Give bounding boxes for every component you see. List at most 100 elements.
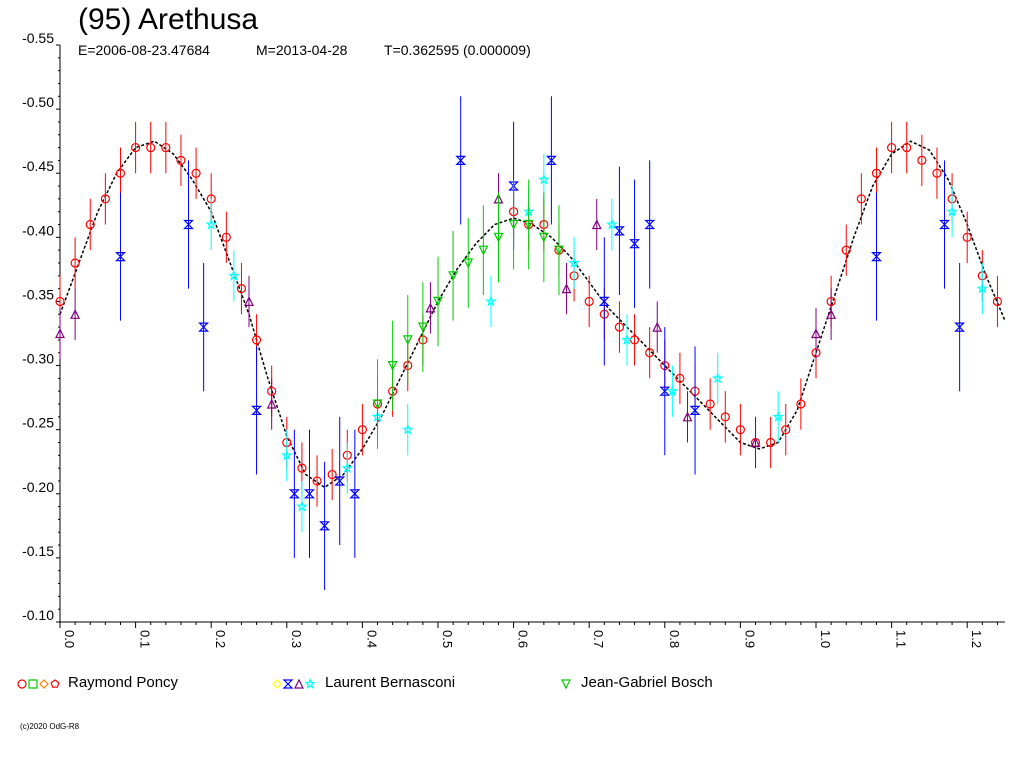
data-point <box>478 245 489 256</box>
data-point <box>561 283 572 294</box>
x-tick-label: 0.7 <box>591 630 606 648</box>
data-point <box>251 405 263 415</box>
data-point <box>750 437 761 448</box>
data-point <box>401 423 414 435</box>
data-point <box>645 348 655 358</box>
legend-symbol <box>304 677 316 690</box>
data-point <box>932 168 942 178</box>
data-point <box>946 205 959 217</box>
legend-symbol <box>39 679 49 689</box>
data-point <box>591 219 602 230</box>
data-point <box>55 296 65 307</box>
data-point <box>115 252 126 262</box>
data-point <box>545 155 557 165</box>
x-tick-label: 0.8 <box>667 630 682 648</box>
data-point <box>161 142 171 153</box>
legend-symbol <box>561 679 571 690</box>
legend-label-jean-gabriel-bosch: Jean-Gabriel Bosch <box>581 674 713 691</box>
data-point <box>319 521 331 531</box>
data-point <box>327 469 337 480</box>
legend-symbol <box>28 679 38 689</box>
data-point <box>598 296 610 306</box>
data-point <box>508 181 520 191</box>
period-label: T=0.362595 (0.000009) <box>384 42 531 58</box>
fit-curve <box>59 140 1006 489</box>
legend-symbol <box>272 679 282 689</box>
data-point <box>735 425 746 435</box>
data-point <box>841 245 851 255</box>
data-point <box>349 489 361 499</box>
x-tick-label: 0.4 <box>364 630 379 648</box>
data-point <box>605 218 618 230</box>
y-tick-label: -0.40 <box>22 222 54 238</box>
data-point <box>387 361 398 371</box>
data-point <box>811 328 821 339</box>
legend-label-laurent-bernasconi: Laurent Bernasconi <box>325 674 456 691</box>
data-point <box>614 322 625 332</box>
x-tick-label: 1.2 <box>969 630 984 648</box>
data-point <box>244 296 254 306</box>
data-point <box>266 398 277 409</box>
data-point <box>304 489 315 499</box>
legend-label-raymond-poncy: Raymond Poncy <box>68 674 179 691</box>
data-point <box>100 194 110 204</box>
data-point <box>296 500 308 512</box>
data-point <box>198 322 210 332</box>
copyright-notice: (c)2020 OdG-R8 <box>20 722 80 731</box>
data-point <box>433 296 443 307</box>
data-points <box>55 96 1003 590</box>
data-point <box>417 322 428 333</box>
data-point <box>221 232 231 242</box>
x-tick-label: 0.5 <box>440 630 455 648</box>
x-tick-label: 1.1 <box>894 630 909 648</box>
data-point <box>538 232 549 243</box>
fit-curve-line <box>59 140 1006 489</box>
y-tick-label: -0.10 <box>22 607 54 623</box>
chart-title: (95) Arethusa <box>78 3 259 36</box>
legend-symbols <box>17 677 571 690</box>
data-point <box>720 412 730 422</box>
data-point <box>621 333 633 345</box>
data-point <box>131 142 141 153</box>
data-point <box>484 295 497 307</box>
data-point <box>55 328 65 339</box>
data-point <box>568 256 581 268</box>
data-point <box>146 142 156 153</box>
data-point <box>341 461 354 474</box>
y-tick-label: -0.25 <box>22 415 54 431</box>
data-point <box>675 373 685 383</box>
data-point <box>463 258 474 269</box>
data-point <box>288 489 300 499</box>
legend-symbol <box>50 679 60 688</box>
data-point <box>917 155 927 165</box>
epoch-label: E=2006-08-23.47684 <box>78 42 210 58</box>
data-point <box>448 271 459 282</box>
x-tick-label: 0.9 <box>742 630 757 648</box>
data-point <box>191 168 201 178</box>
data-point <box>689 405 701 415</box>
data-point <box>796 399 806 409</box>
data-point <box>183 219 194 230</box>
data-point <box>251 335 262 345</box>
axes: -0.55 -0.50 -0.45 -0.40 -0.35 -0.30 -0.25 -0.20… <box>22 30 1005 648</box>
data-point <box>939 219 950 230</box>
data-point <box>772 410 785 422</box>
data-point <box>402 335 413 346</box>
data-point <box>886 142 897 153</box>
legend-symbol <box>282 679 294 689</box>
data-point <box>115 168 126 178</box>
data-point <box>976 282 989 294</box>
x-tick-label: 0.1 <box>138 630 153 648</box>
data-point <box>70 258 80 268</box>
data-point <box>711 372 724 384</box>
data-point <box>334 476 346 486</box>
y-tick-label: -0.55 <box>22 30 54 46</box>
data-point <box>652 321 663 332</box>
data-point <box>659 386 671 396</box>
data-point <box>902 142 912 153</box>
data-point <box>455 155 467 165</box>
y-tick-label: -0.30 <box>22 351 54 367</box>
data-point <box>871 168 882 178</box>
data-point <box>425 302 436 313</box>
data-point <box>554 245 564 256</box>
